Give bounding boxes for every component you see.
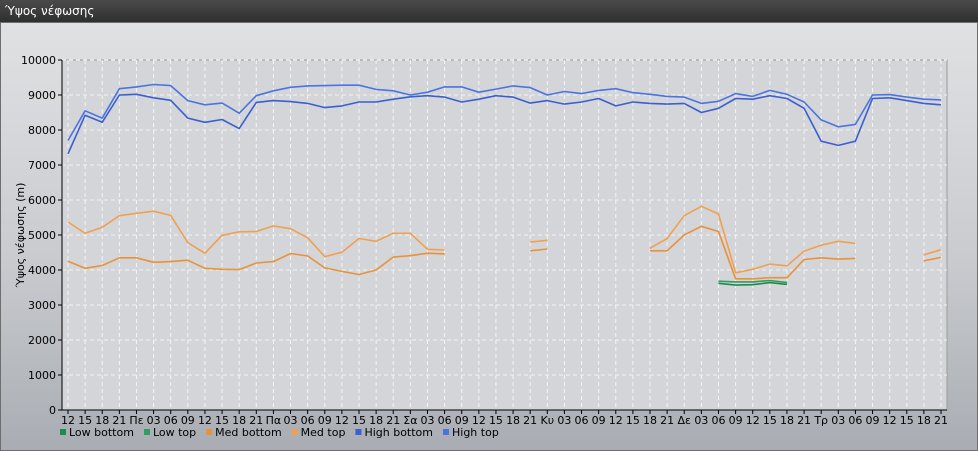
x-tick-label: 21 bbox=[249, 414, 263, 427]
x-tick-label: 03 bbox=[147, 414, 161, 427]
window-titlebar: Ύψος νέφωσης bbox=[0, 0, 978, 22]
x-tick-label: 06 bbox=[438, 414, 452, 427]
legend-swatch bbox=[143, 429, 150, 435]
x-tick-label: 09 bbox=[455, 414, 469, 427]
x-tick-label: 09 bbox=[181, 414, 195, 427]
y-axis-label: Ύψος νέφωσης (m) bbox=[14, 183, 27, 289]
window-title: Ύψος νέφωσης bbox=[5, 4, 95, 18]
x-tick-label: 15 bbox=[763, 414, 777, 427]
x-tick-label: 15 bbox=[489, 414, 503, 427]
y-tick-label: 8000 bbox=[28, 124, 56, 137]
x-tick-label: Πα bbox=[266, 414, 282, 427]
x-tick-label: 03 bbox=[284, 414, 298, 427]
legend-swatch bbox=[291, 429, 298, 435]
x-tick-label: 03 bbox=[831, 414, 845, 427]
x-tick-label: 21 bbox=[660, 414, 674, 427]
series-line-med-top bbox=[649, 205, 856, 274]
legend-entry: High top bbox=[452, 426, 499, 439]
x-tick-label: 21 bbox=[934, 414, 948, 427]
x-tick-label: 12 bbox=[609, 414, 623, 427]
series-line-low-bottom bbox=[718, 281, 788, 286]
x-tick-label: 18 bbox=[95, 414, 109, 427]
x-tick-label: 12 bbox=[883, 414, 897, 427]
x-tick-label: 12 bbox=[61, 414, 75, 427]
x-tick-label: 15 bbox=[900, 414, 914, 427]
legend-swatch bbox=[443, 429, 449, 435]
x-tick-label: 06 bbox=[848, 414, 862, 427]
x-tick-label: Κυ bbox=[541, 414, 555, 427]
x-tick-label: Τρ bbox=[813, 414, 828, 427]
x-tick-label: 12 bbox=[472, 414, 486, 427]
y-tick-label: 10000 bbox=[21, 54, 56, 67]
x-tick-label: 03 bbox=[694, 414, 708, 427]
x-tick-label: Πε bbox=[129, 414, 143, 427]
legend-swatch bbox=[60, 429, 66, 435]
x-tick-label: 12 bbox=[198, 414, 212, 427]
legend-swatch bbox=[206, 429, 213, 435]
x-tick-label: 15 bbox=[626, 414, 640, 427]
legend-entry: Low top bbox=[153, 426, 196, 439]
series-line-med-top bbox=[923, 248, 942, 256]
y-tick-label: 1000 bbox=[28, 369, 56, 382]
series-line-med-bottom bbox=[67, 252, 445, 276]
x-tick-label: 21 bbox=[112, 414, 126, 427]
x-tick-label: 12 bbox=[335, 414, 349, 427]
series-line-med-bottom bbox=[923, 256, 942, 262]
legend-entry: Low bottom bbox=[69, 426, 134, 439]
y-tick-label: 9000 bbox=[28, 89, 56, 102]
x-tick-label: 09 bbox=[318, 414, 332, 427]
x-tick-label: 21 bbox=[386, 414, 400, 427]
series-line-high-bottom bbox=[67, 93, 942, 155]
y-tick-label: 5000 bbox=[28, 229, 56, 242]
x-tick-label: 12 bbox=[746, 414, 760, 427]
legend-entry: Med top bbox=[301, 426, 346, 439]
x-tick-label: 09 bbox=[866, 414, 880, 427]
x-tick-label: 18 bbox=[369, 414, 383, 427]
x-tick-label: Δε bbox=[678, 414, 692, 427]
series-line-high-top bbox=[67, 83, 942, 141]
x-tick-label: 21 bbox=[797, 414, 811, 427]
x-tick-label: 09 bbox=[729, 414, 743, 427]
x-tick-label: 06 bbox=[711, 414, 725, 427]
series-line-med-bottom bbox=[650, 225, 856, 280]
series-line-med-top bbox=[530, 239, 548, 243]
x-tick-label: 15 bbox=[78, 414, 92, 427]
y-tick-label: 6000 bbox=[28, 194, 56, 207]
x-tick-label: 18 bbox=[780, 414, 794, 427]
x-tick-label: 03 bbox=[420, 414, 434, 427]
x-tick-label: 18 bbox=[232, 414, 246, 427]
x-tick-label: 06 bbox=[164, 414, 178, 427]
x-tick-label: 18 bbox=[917, 414, 931, 427]
y-tick-label: 7000 bbox=[28, 159, 56, 172]
y-tick-label: 4000 bbox=[28, 264, 56, 277]
series-line-low-top bbox=[718, 279, 788, 284]
x-tick-label: 06 bbox=[301, 414, 315, 427]
x-tick-label: 18 bbox=[506, 414, 520, 427]
y-tick-label: 3000 bbox=[28, 299, 56, 312]
x-tick-label: 09 bbox=[592, 414, 606, 427]
x-tick-label: 03 bbox=[557, 414, 571, 427]
x-tick-label: 06 bbox=[575, 414, 589, 427]
y-tick-label: 2000 bbox=[28, 334, 56, 347]
series-line-med-top bbox=[67, 210, 445, 258]
legend-entry: Med bottom bbox=[215, 426, 282, 439]
legend-swatch bbox=[355, 429, 362, 435]
series-line-med-bottom bbox=[530, 248, 548, 252]
x-tick-label: 18 bbox=[643, 414, 657, 427]
x-tick-label: 15 bbox=[352, 414, 366, 427]
y-tick-label: 0 bbox=[49, 404, 56, 417]
x-tick-label: Σα bbox=[403, 414, 417, 427]
x-tick-label: 21 bbox=[523, 414, 537, 427]
x-tick-label: 15 bbox=[215, 414, 229, 427]
legend-entry: High bottom bbox=[364, 426, 433, 439]
